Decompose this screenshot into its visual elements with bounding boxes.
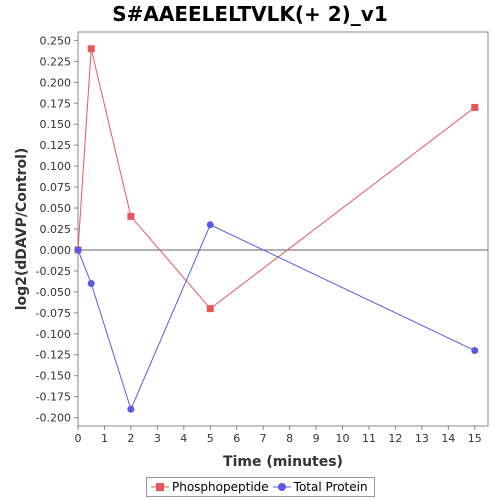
legend: Phosphopeptide Total Protein bbox=[146, 477, 375, 497]
data-point-phosphopeptide bbox=[471, 103, 479, 111]
x-tick-label: 0 bbox=[75, 432, 82, 445]
y-tick-label: 0.000 bbox=[40, 244, 72, 257]
y-tick-label: -0.125 bbox=[36, 349, 71, 362]
y-tick-label: 0.150 bbox=[40, 118, 72, 131]
x-tick-label: 15 bbox=[468, 432, 482, 445]
y-tick-label: 0.075 bbox=[40, 181, 72, 194]
x-tick-label: 4 bbox=[180, 432, 187, 445]
y-tick-label: 0.050 bbox=[40, 202, 72, 215]
data-point-phosphopeptide bbox=[87, 45, 95, 53]
x-tick-label: 13 bbox=[415, 432, 429, 445]
y-tick-label: -0.150 bbox=[36, 370, 71, 383]
x-tick-label: 6 bbox=[233, 432, 240, 445]
x-tick-label: 10 bbox=[336, 432, 350, 445]
y-tick-label: -0.050 bbox=[36, 286, 71, 299]
x-tick-label: 9 bbox=[313, 432, 320, 445]
x-tick-label: 11 bbox=[362, 432, 376, 445]
y-tick-label: 0.250 bbox=[40, 34, 72, 47]
square-marker-icon bbox=[151, 483, 169, 491]
x-tick-label: 5 bbox=[207, 432, 214, 445]
x-axis-label: Time (minutes) bbox=[223, 454, 343, 470]
y-tick-label: 0.200 bbox=[40, 76, 72, 89]
data-point-phosphopeptide bbox=[206, 305, 214, 313]
y-tick-label: -0.025 bbox=[36, 265, 71, 278]
x-tick-label: 3 bbox=[154, 432, 161, 445]
plot-area bbox=[77, 31, 489, 427]
x-tick-label: 14 bbox=[441, 432, 455, 445]
y-tick-label: 0.100 bbox=[40, 160, 72, 173]
data-point-total-protein bbox=[74, 246, 82, 254]
data-point-total-protein bbox=[471, 347, 479, 355]
y-tick-label: 0.225 bbox=[40, 55, 72, 68]
legend-item-total-protein: Total Protein bbox=[272, 480, 368, 494]
x-tick-label: 2 bbox=[127, 432, 134, 445]
y-tick-label: -0.200 bbox=[36, 412, 71, 425]
legend-label-total-protein: Total Protein bbox=[293, 480, 368, 494]
y-tick-label: 0.175 bbox=[40, 97, 72, 110]
y-tick-label: -0.175 bbox=[36, 391, 71, 404]
y-tick-label: 0.125 bbox=[40, 139, 72, 152]
legend-item-phosphopeptide: Phosphopeptide bbox=[151, 480, 269, 494]
circle-marker-icon bbox=[272, 483, 291, 491]
data-point-total-protein bbox=[127, 405, 135, 413]
data-point-total-protein bbox=[206, 221, 214, 229]
y-tick-label: 0.025 bbox=[40, 223, 72, 236]
data-point-total-protein bbox=[87, 279, 95, 287]
legend-label-phosphopeptide: Phosphopeptide bbox=[172, 480, 269, 494]
x-tick-label: 12 bbox=[388, 432, 402, 445]
x-tick-label: 8 bbox=[286, 432, 293, 445]
data-point-phosphopeptide bbox=[127, 212, 135, 220]
x-tick-label: 7 bbox=[260, 432, 267, 445]
y-tick-label: -0.075 bbox=[36, 307, 71, 320]
chart-title: S#AAEELELTVLK(+ 2)_v1 bbox=[112, 2, 388, 26]
y-axis-label: log2(dDAVP/Control) bbox=[14, 148, 30, 311]
y-tick-label: -0.100 bbox=[36, 328, 71, 341]
x-tick-label: 1 bbox=[101, 432, 108, 445]
